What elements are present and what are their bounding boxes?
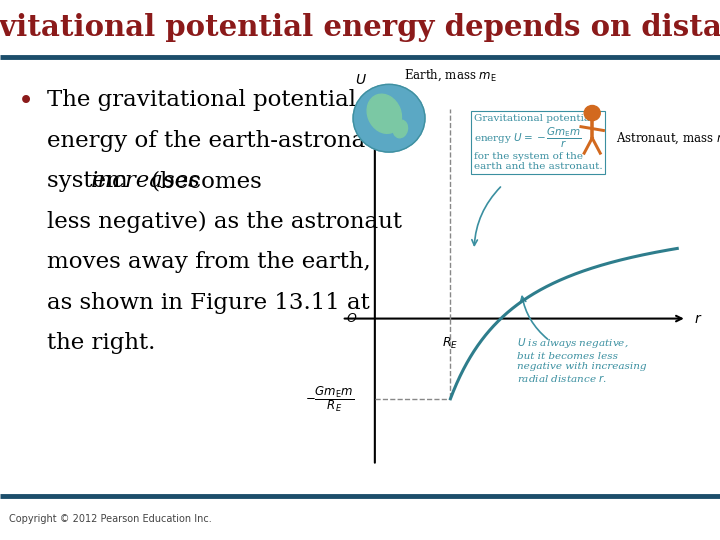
Text: as shown in Figure 13.11 at: as shown in Figure 13.11 at — [47, 292, 369, 314]
Text: $r$: $r$ — [694, 312, 703, 326]
Text: Earth, mass $m_{\rm E}$: Earth, mass $m_{\rm E}$ — [404, 68, 497, 83]
Text: $-\dfrac{Gm_{\rm E}m}{R_E}$: $-\dfrac{Gm_{\rm E}m}{R_E}$ — [305, 384, 354, 414]
Text: (becomes: (becomes — [144, 170, 262, 192]
Text: Copyright © 2012 Pearson Education Inc.: Copyright © 2012 Pearson Education Inc. — [9, 515, 212, 524]
Text: energy of the earth-astronaut: energy of the earth-astronaut — [47, 130, 389, 152]
Text: the right.: the right. — [47, 332, 156, 354]
Text: increases: increases — [91, 170, 201, 192]
Circle shape — [353, 84, 425, 152]
Text: •: • — [18, 89, 34, 115]
Text: The gravitational potential: The gravitational potential — [47, 89, 356, 111]
Circle shape — [584, 105, 600, 120]
Ellipse shape — [367, 94, 402, 133]
Text: $U$ is always negative,
but it becomes less
negative with increasing
radial dist: $U$ is always negative, but it becomes l… — [517, 336, 646, 384]
Text: Astronaut, mass $m$: Astronaut, mass $m$ — [616, 130, 720, 146]
Ellipse shape — [393, 120, 408, 138]
Text: $R_E$: $R_E$ — [442, 336, 459, 352]
Text: moves away from the earth,: moves away from the earth, — [47, 251, 371, 273]
Text: system: system — [47, 170, 135, 192]
Text: Gravitational potential
energy $U = -\dfrac{Gm_{\rm E}m}{r}$
for the system of t: Gravitational potential energy $U = -\df… — [474, 114, 603, 171]
Text: less negative) as the astronaut: less negative) as the astronaut — [47, 211, 402, 233]
Text: $U$: $U$ — [355, 73, 366, 87]
Text: $O$: $O$ — [346, 312, 358, 325]
Text: Gravitational potential energy depends on distance: Gravitational potential energy depends o… — [0, 12, 720, 42]
